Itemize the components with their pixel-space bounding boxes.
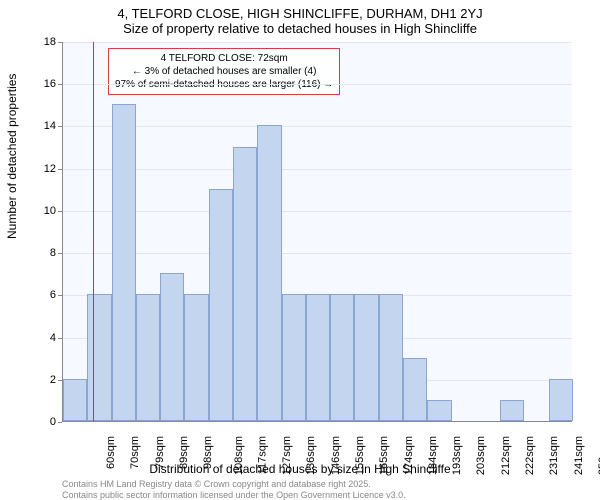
y-tick-mark	[58, 169, 62, 170]
chart-title-address: 4, TELFORD CLOSE, HIGH SHINCLIFFE, DURHA…	[0, 0, 600, 21]
gridline	[63, 126, 572, 127]
histogram-bar	[209, 189, 233, 421]
histogram-bar	[136, 294, 160, 421]
histogram-bar	[160, 273, 184, 421]
x-tick-label: 127sqm	[281, 436, 293, 475]
histogram-bar	[257, 125, 281, 421]
y-axis-label: Number of detached properties	[5, 74, 19, 239]
histogram-bar	[63, 379, 87, 421]
x-tick-label: 70sqm	[129, 436, 141, 469]
x-tick-label: 165sqm	[378, 436, 390, 475]
histogram-bar	[306, 294, 330, 421]
y-tick-mark	[58, 84, 62, 85]
y-tick-label: 12	[26, 163, 56, 175]
y-tick-mark	[58, 253, 62, 254]
x-tick-label: 212sqm	[500, 436, 512, 475]
y-tick-label: 6	[26, 289, 56, 301]
x-tick-label: 60sqm	[105, 436, 117, 469]
x-tick-label: 241sqm	[573, 436, 585, 475]
y-tick-mark	[58, 42, 62, 43]
y-tick-label: 0	[26, 416, 56, 428]
y-tick-label: 18	[26, 36, 56, 48]
x-tick-label: 108sqm	[233, 436, 245, 475]
y-tick-label: 16	[26, 78, 56, 90]
y-tick-mark	[58, 211, 62, 212]
footer-copyright: Contains HM Land Registry data © Crown c…	[62, 479, 371, 489]
y-tick-mark	[58, 126, 62, 127]
annotation-box: 4 TELFORD CLOSE: 72sqm ← 3% of detached …	[108, 48, 340, 95]
y-tick-label: 8	[26, 247, 56, 259]
y-tick-label: 2	[26, 374, 56, 386]
x-tick-label: 117sqm	[256, 436, 268, 474]
histogram-bar	[549, 379, 573, 421]
chart-title-description: Size of property relative to detached ho…	[0, 21, 600, 40]
x-tick-label: 155sqm	[354, 436, 366, 475]
histogram-bar	[184, 294, 208, 421]
gridline	[63, 42, 572, 43]
x-tick-label: 89sqm	[178, 436, 190, 469]
x-tick-label: 184sqm	[427, 436, 439, 475]
histogram-bar	[112, 104, 136, 421]
y-tick-mark	[58, 380, 62, 381]
gridline	[63, 211, 572, 212]
plot-area: 4 TELFORD CLOSE: 72sqm ← 3% of detached …	[62, 42, 572, 422]
histogram-bar	[427, 400, 451, 421]
histogram-bar	[500, 400, 524, 421]
chart-container: 4, TELFORD CLOSE, HIGH SHINCLIFFE, DURHA…	[0, 0, 600, 500]
x-tick-label: 79sqm	[154, 436, 166, 469]
x-tick-label: 146sqm	[330, 436, 342, 475]
y-tick-label: 4	[26, 332, 56, 344]
histogram-bar	[233, 147, 257, 421]
x-tick-label: 98sqm	[202, 436, 214, 469]
histogram-bar	[87, 294, 111, 421]
y-tick-mark	[58, 422, 62, 423]
gridline	[63, 169, 572, 170]
y-tick-mark	[58, 295, 62, 296]
footer-licence: Contains public sector information licen…	[62, 490, 406, 500]
histogram-bar	[330, 294, 354, 421]
x-tick-label: 231sqm	[548, 436, 560, 475]
x-tick-label: 222sqm	[524, 436, 536, 475]
y-tick-label: 14	[26, 120, 56, 132]
gridline	[63, 84, 572, 85]
y-tick-label: 10	[26, 205, 56, 217]
histogram-bar	[403, 358, 427, 421]
property-marker-line	[93, 42, 94, 421]
x-tick-label: 174sqm	[403, 436, 415, 475]
y-tick-mark	[58, 338, 62, 339]
annotation-line2: ← 3% of detached houses are smaller (4)	[115, 65, 333, 78]
gridline	[63, 253, 572, 254]
x-tick-label: 136sqm	[306, 436, 318, 475]
histogram-bar	[354, 294, 378, 421]
x-tick-label: 193sqm	[451, 436, 463, 475]
histogram-bar	[282, 294, 306, 421]
annotation-line1: 4 TELFORD CLOSE: 72sqm	[115, 52, 333, 65]
x-tick-label: 203sqm	[476, 436, 488, 475]
histogram-bar	[379, 294, 403, 421]
